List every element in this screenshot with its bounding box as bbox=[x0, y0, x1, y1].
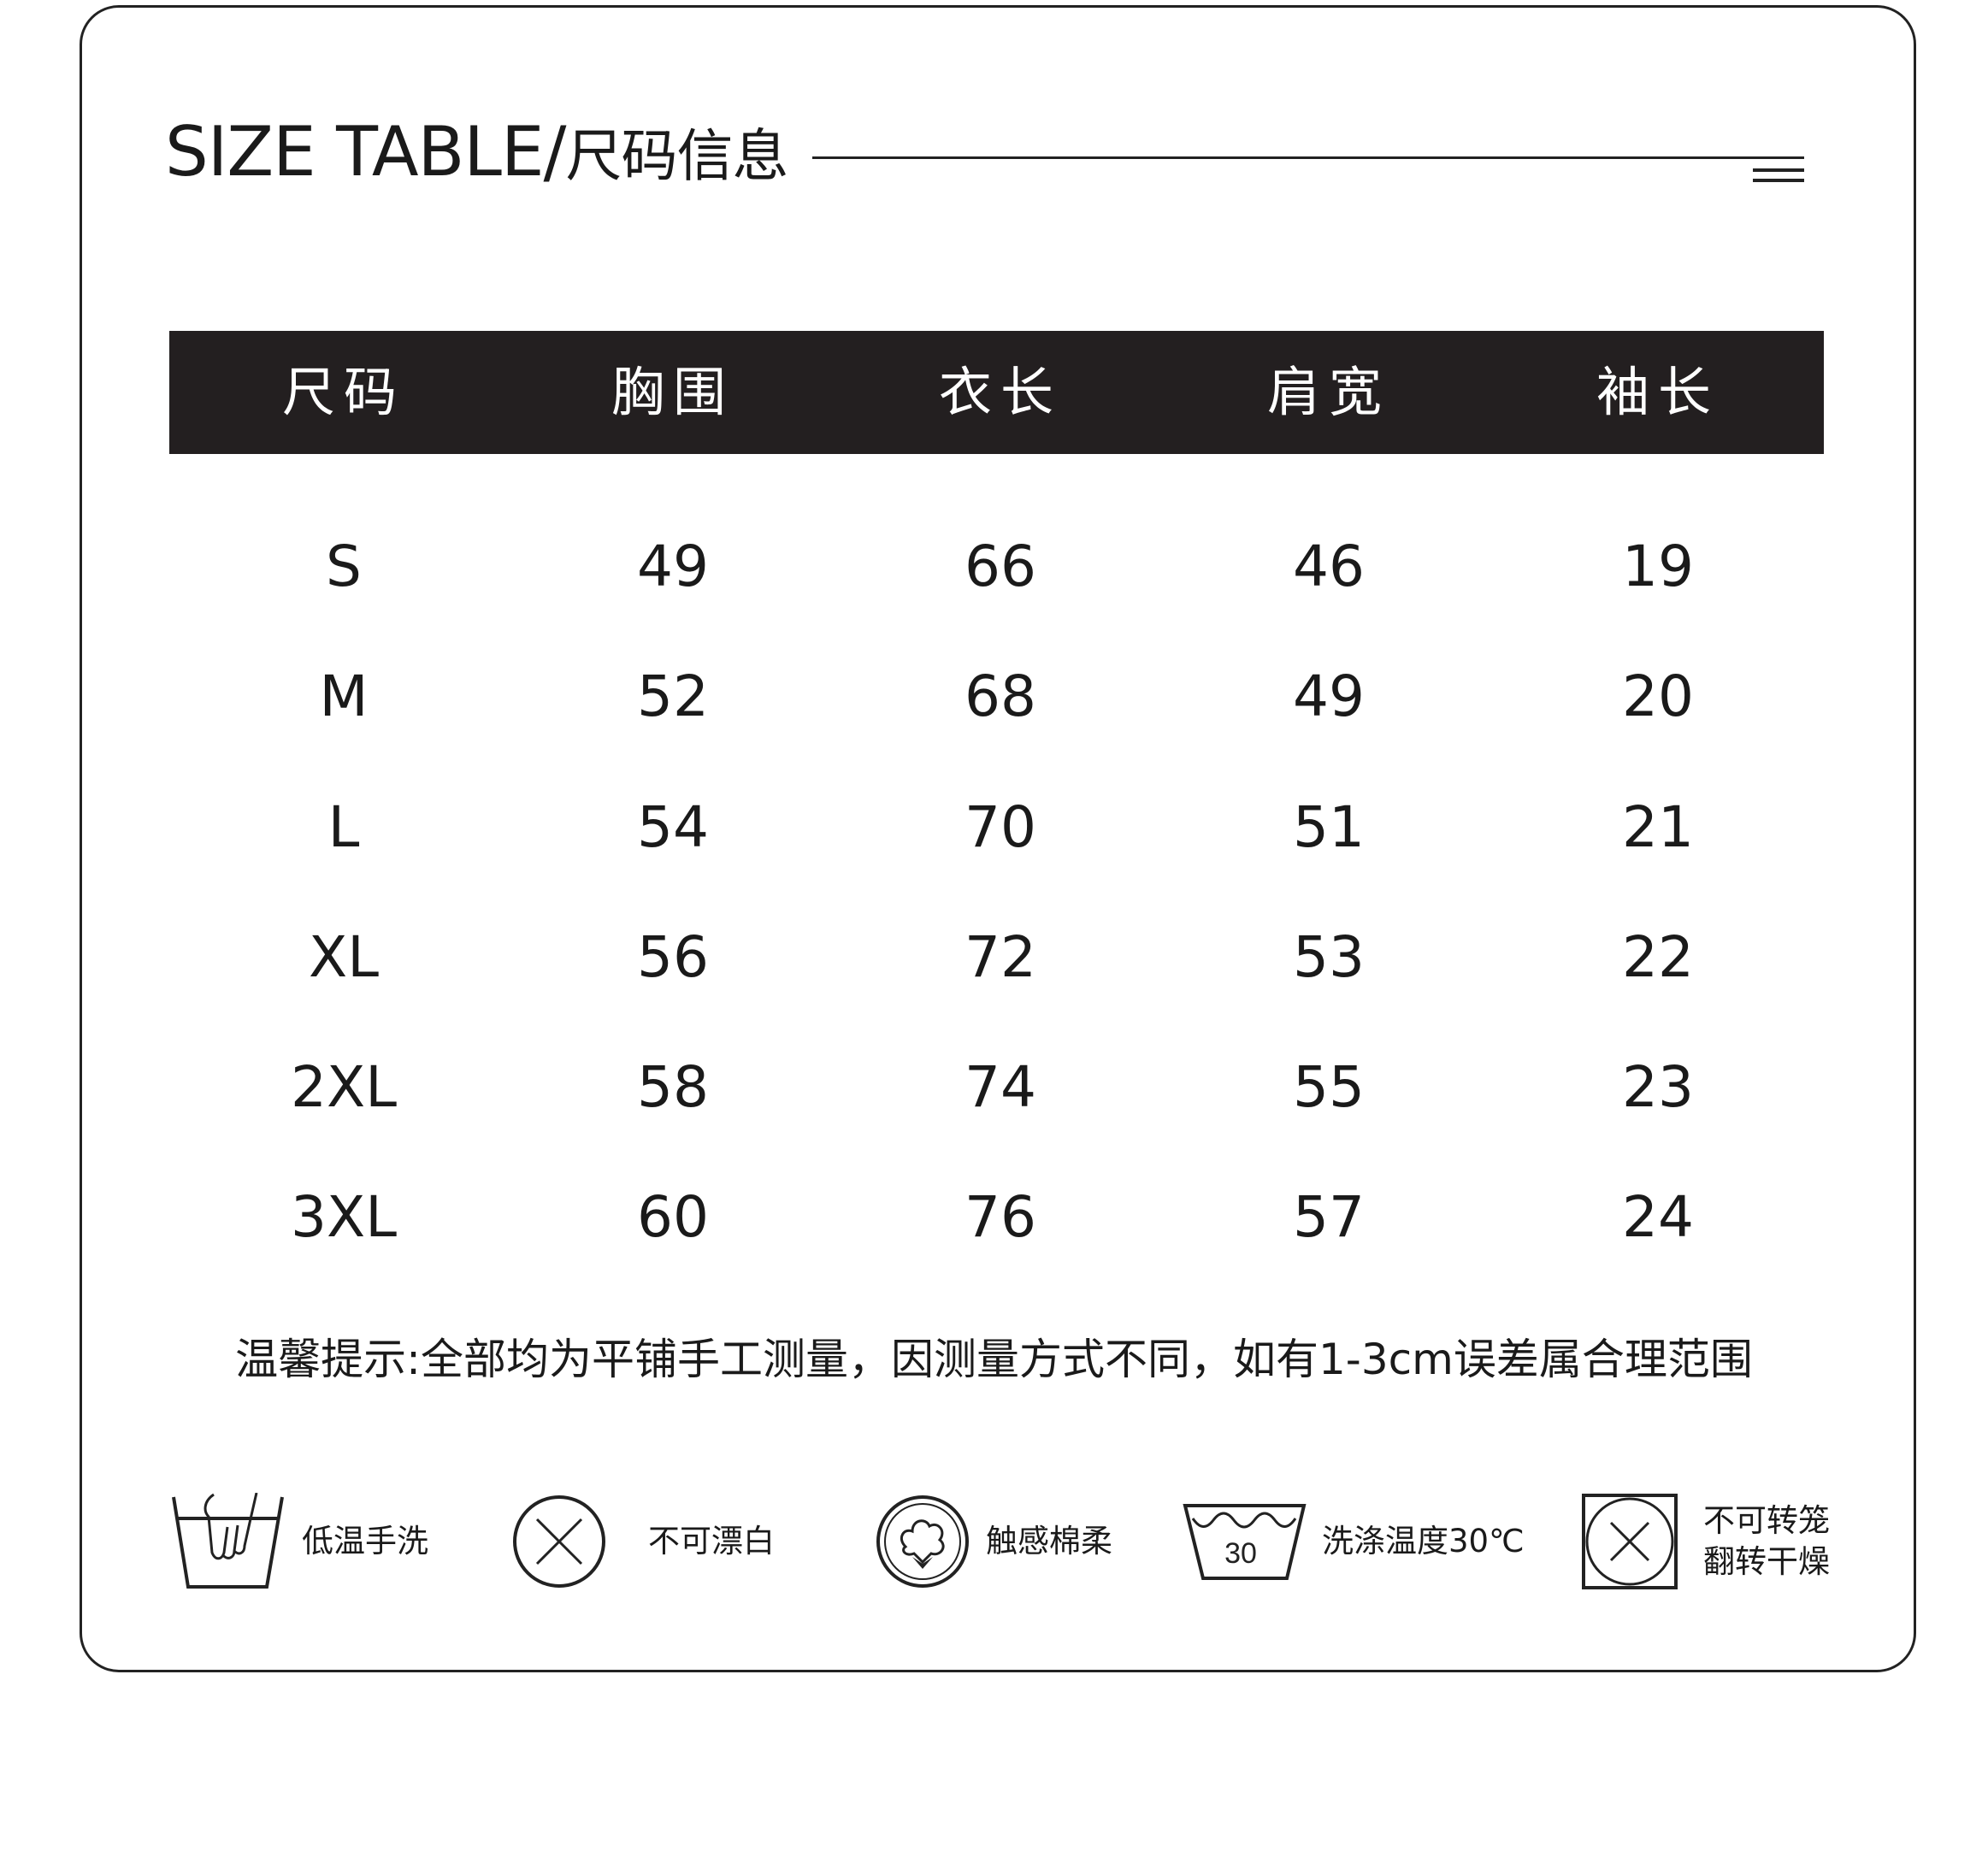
wash-30-icon: 30 bbox=[1183, 1503, 1307, 1580]
double-line-decoration bbox=[1753, 179, 1804, 182]
cell-size: S bbox=[326, 534, 362, 599]
hand-wash-icon bbox=[172, 1492, 284, 1589]
cell-sleeve: 24 bbox=[1622, 1184, 1694, 1250]
cell-length: 76 bbox=[965, 1184, 1036, 1250]
size-table-frame bbox=[80, 5, 1916, 1672]
cell-chest: 58 bbox=[637, 1054, 709, 1120]
header-sleeve: 袖长 bbox=[1596, 361, 1720, 423]
table-row: S 49 66 46 19 bbox=[0, 503, 1988, 631]
no-tumble-dry-icon bbox=[1582, 1494, 1678, 1589]
title-cn: 尺码信息 bbox=[565, 123, 789, 189]
cell-shoulder: 57 bbox=[1293, 1184, 1365, 1250]
cell-sleeve: 20 bbox=[1622, 663, 1694, 729]
cell-size: M bbox=[319, 663, 369, 729]
measurement-note: 温馨提示:全部均为平铺手工测量，因测量方式不同，如有1-3cm误差属合理范围 bbox=[235, 1335, 1753, 1384]
cell-chest: 49 bbox=[637, 534, 709, 599]
cell-length: 70 bbox=[965, 794, 1036, 860]
cell-sleeve: 19 bbox=[1622, 534, 1694, 599]
no-bleach-icon bbox=[513, 1495, 605, 1588]
cotton-icon bbox=[876, 1495, 969, 1588]
care-label: 不可漂白 bbox=[648, 1523, 775, 1559]
header-size: 尺码 bbox=[281, 361, 405, 423]
care-label: 洗涤温度30℃ bbox=[1322, 1523, 1525, 1559]
cell-size: XL bbox=[309, 924, 379, 990]
cell-sleeve: 21 bbox=[1622, 794, 1694, 860]
cell-shoulder: 49 bbox=[1293, 663, 1365, 729]
header-length: 衣长 bbox=[938, 361, 1062, 423]
title-rule bbox=[812, 156, 1804, 159]
table-header: 尺码 胸围 衣长 肩宽 袖长 bbox=[169, 331, 1824, 454]
wash-temp: 30 bbox=[1224, 1537, 1257, 1570]
table-row: M 52 68 49 20 bbox=[0, 633, 1988, 761]
care-label: 低温手洗 bbox=[302, 1523, 428, 1559]
double-line-decoration bbox=[1753, 168, 1804, 172]
cell-shoulder: 55 bbox=[1293, 1054, 1365, 1120]
cell-length: 74 bbox=[965, 1054, 1036, 1120]
table-row: 3XL 60 76 57 24 bbox=[0, 1153, 1988, 1282]
care-wash-30: 30 洗涤温度30℃ bbox=[1183, 1488, 1525, 1595]
table-row: L 54 70 51 21 bbox=[0, 763, 1988, 892]
cell-chest: 60 bbox=[637, 1184, 709, 1250]
cell-shoulder: 51 bbox=[1293, 794, 1365, 860]
page-title: SIZE TABLE/尺码信息 bbox=[165, 109, 789, 199]
cell-chest: 54 bbox=[637, 794, 709, 860]
cell-size: 2XL bbox=[291, 1054, 397, 1120]
cell-size: L bbox=[327, 794, 360, 860]
header-shoulder: 肩宽 bbox=[1266, 361, 1390, 423]
table-row: 2XL 58 74 55 23 bbox=[0, 1023, 1988, 1152]
cell-chest: 52 bbox=[637, 663, 709, 729]
care-label: 不可转笼 bbox=[1703, 1502, 1830, 1539]
table-row: XL 56 72 53 22 bbox=[0, 893, 1988, 1022]
header-chest: 胸围 bbox=[611, 361, 734, 423]
cell-length: 68 bbox=[965, 663, 1036, 729]
cell-shoulder: 46 bbox=[1293, 534, 1365, 599]
cell-chest: 56 bbox=[637, 924, 709, 990]
cell-sleeve: 22 bbox=[1622, 924, 1694, 990]
care-hand-wash: 低温手洗 bbox=[171, 1488, 428, 1595]
cell-shoulder: 53 bbox=[1293, 924, 1365, 990]
cell-length: 66 bbox=[965, 534, 1036, 599]
care-no-bleach: 不可漂白 bbox=[511, 1488, 775, 1595]
care-no-tumble-dry: 不可转笼 翻转干燥 bbox=[1582, 1488, 1830, 1595]
title-en: SIZE TABLE/ bbox=[165, 112, 566, 192]
care-label: 触感棉柔 bbox=[986, 1523, 1112, 1559]
care-cotton: 触感棉柔 bbox=[875, 1488, 1112, 1595]
cell-size: 3XL bbox=[291, 1184, 397, 1250]
care-label-2: 翻转干燥 bbox=[1703, 1543, 1830, 1580]
cell-length: 72 bbox=[965, 924, 1036, 990]
cell-sleeve: 23 bbox=[1622, 1054, 1694, 1120]
